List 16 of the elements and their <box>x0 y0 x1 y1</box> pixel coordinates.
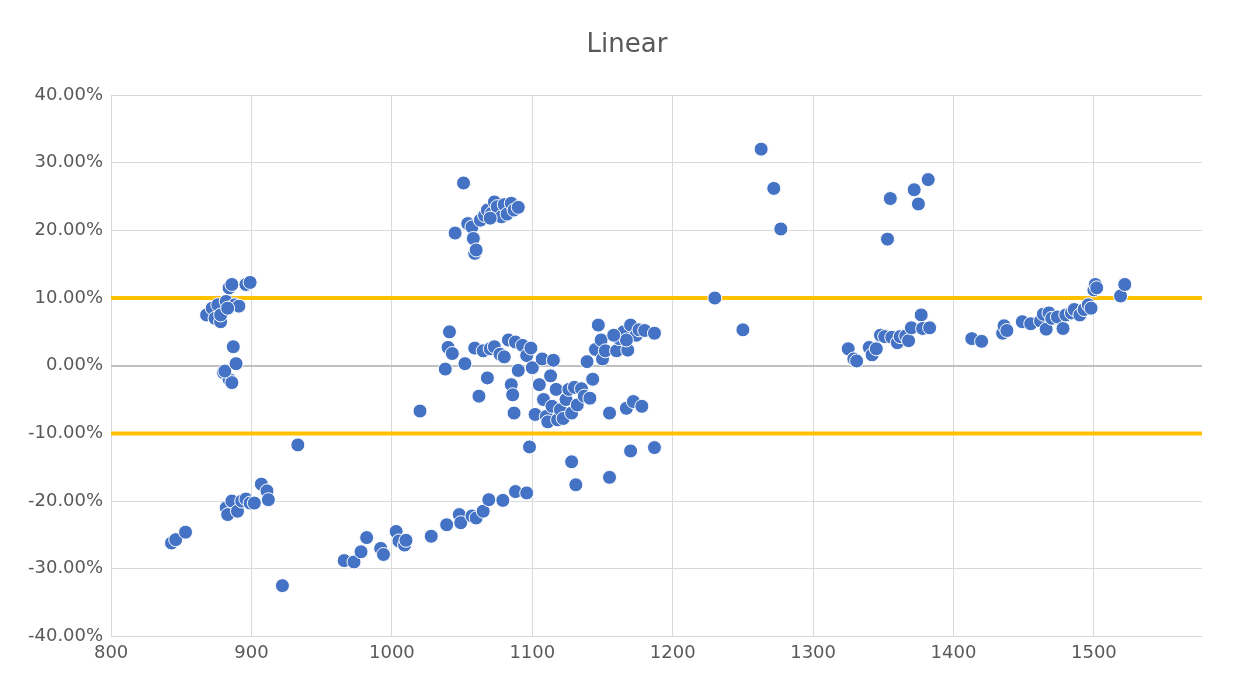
x-tick-label: 1400 <box>930 640 977 662</box>
chart-title: Linear <box>585 28 669 58</box>
x-tick-label: 1100 <box>509 640 556 662</box>
x-tick-label: 900 <box>234 640 269 662</box>
y-tick-label: -30.00% <box>27 556 104 578</box>
y-tick-label: 30.00% <box>34 150 104 172</box>
y-tick-label: -20.00% <box>27 488 104 510</box>
y-tick-label: 40.00% <box>34 82 104 104</box>
y-tick-label: 20.00% <box>34 218 104 240</box>
x-tick-label: 1300 <box>790 640 837 662</box>
x-tick-label: 1200 <box>649 640 696 662</box>
x-tick-label: 1500 <box>1070 640 1117 662</box>
y-tick-label: 10.00% <box>34 285 104 307</box>
y-tick-label: -10.00% <box>27 421 104 443</box>
y-tick-label: 0.00% <box>45 353 104 375</box>
x-tick-label: 1000 <box>369 640 415 662</box>
